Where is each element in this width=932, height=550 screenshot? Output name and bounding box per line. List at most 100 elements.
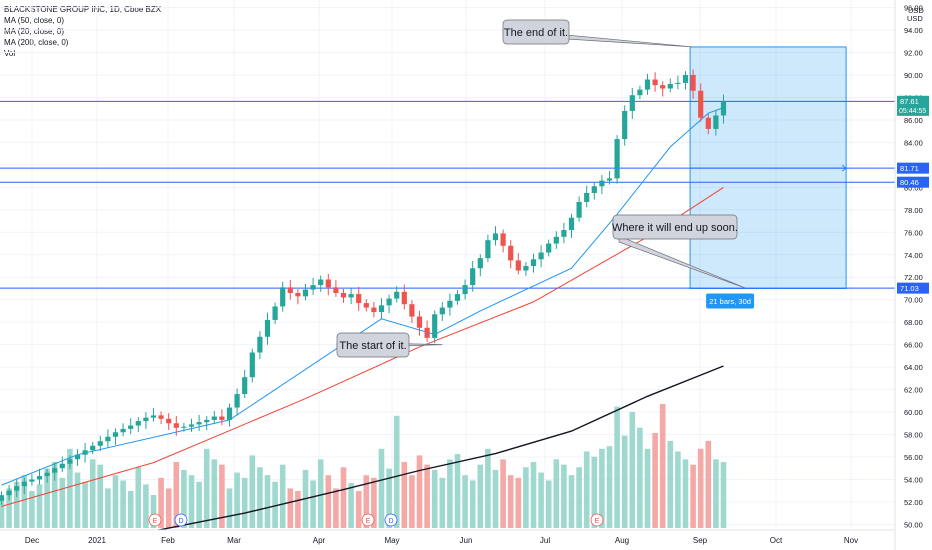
volume-bar: [127, 491, 134, 528]
candle-body: [302, 289, 309, 297]
candle-body: [82, 450, 88, 455]
candle-body: [128, 425, 134, 429]
candle-body: [424, 327, 430, 338]
volume-bar: [89, 459, 96, 528]
candle-body: [546, 243, 552, 253]
price-tick-label: 50.00: [904, 520, 923, 529]
candle-body: [523, 266, 529, 271]
candle-body: [614, 139, 620, 179]
volume-bar: [272, 481, 278, 528]
candle-body: [242, 377, 248, 395]
volume-bar: [29, 491, 35, 528]
candle-body: [409, 304, 415, 317]
volume-bar: [705, 440, 712, 528]
candle-body: [447, 300, 453, 308]
indicator-ma200[interactable]: MA (200, close, 0): [4, 38, 69, 47]
callout-text: The end of it.: [504, 27, 568, 39]
candle-body: [432, 314, 438, 338]
volume-bar: [74, 472, 81, 528]
indicator-ma50[interactable]: MA (50, close, 0): [4, 16, 65, 25]
volume-bar: [637, 427, 643, 528]
volume-bar: [67, 448, 73, 528]
volume-bar: [538, 472, 544, 528]
indicator-volume[interactable]: Vol: [4, 49, 16, 58]
price-tick-label: 54.00: [904, 475, 923, 484]
level-price-badge: [897, 176, 929, 188]
price-axis: 50.00 52.00 54.00 56.00 58.00 60.00 62.00 64.00…: [895, 0, 932, 550]
volume-bar: [568, 475, 575, 528]
candle-body: [158, 415, 164, 419]
callout-box: [612, 214, 738, 240]
volume-bar: [393, 415, 400, 528]
event-label: E: [366, 518, 371, 525]
indicator-ma20[interactable]: MA (20, close, 0): [4, 27, 65, 36]
volume-bar: [105, 488, 111, 528]
volume-bar: [317, 459, 324, 528]
volume-bar: [348, 483, 354, 528]
last-price-text: 87.61: [900, 97, 919, 106]
volume-bar: [507, 475, 514, 528]
candles: [0, 69, 727, 505]
currency-label-text: USD: [907, 14, 923, 23]
countdown-text: 05:44:55: [899, 108, 926, 115]
price-tick-label: 74.00: [904, 251, 923, 260]
volume-bar: [454, 454, 461, 528]
time-tick-label: Sep: [693, 536, 708, 545]
volume-bar: [561, 464, 567, 528]
price-tick-label: 58.00: [904, 431, 923, 440]
candle-body: [629, 95, 635, 111]
volume-bar: [36, 484, 43, 528]
event-label: D: [178, 518, 183, 525]
volume-bar: [165, 488, 172, 528]
price-tick-label: 84.00: [904, 138, 923, 147]
candle-body: [492, 233, 499, 241]
volume-bar: [386, 468, 392, 528]
volume-bar: [469, 480, 476, 528]
candle-body: [363, 303, 369, 308]
volume-bar: [211, 459, 218, 528]
time-axis-bg: [0, 530, 895, 550]
date-range-label: 21 bars, 30d: [709, 297, 751, 306]
candle-body: [508, 245, 514, 261]
volume-bar: [340, 467, 347, 528]
time-tick-label: 2021: [88, 536, 106, 545]
volume-bar: [667, 440, 674, 528]
candle-body: [249, 352, 255, 378]
candle-body: [67, 459, 73, 464]
candle-body: [36, 476, 43, 480]
candle-body: [394, 291, 400, 299]
candle-body: [348, 294, 354, 298]
candle-body: [637, 89, 643, 96]
volume-bar: [401, 462, 408, 528]
candle-body: [280, 287, 286, 307]
volume-bar: [690, 464, 696, 528]
volume-bar: [576, 467, 582, 528]
price-tick-label: 68.00: [904, 318, 923, 327]
price-tick-label: 96.00: [904, 4, 923, 13]
price-tick-label: 70.00: [904, 296, 923, 305]
price-axis-mask: [900, 14, 928, 23]
symbol-title[interactable]: BLACKSTONE GROUP INC, 1D, Cboe BZX: [4, 5, 162, 14]
time-tick-label: Dec: [25, 536, 39, 545]
level-price-badge: [897, 282, 929, 294]
candle-body: [166, 418, 172, 424]
candle-body: [561, 230, 567, 237]
candle-body: [530, 259, 537, 266]
dividend-icon: [174, 513, 188, 527]
candle-body: [454, 294, 461, 301]
candle-body: [204, 419, 210, 423]
volume-bar: [158, 477, 164, 528]
time-tick-label: Aug: [615, 536, 629, 545]
candle-body: [333, 287, 339, 293]
volume-bar: [447, 459, 453, 528]
volume-bar: [424, 464, 430, 528]
candle-body: [295, 292, 301, 297]
volume-bar: [652, 432, 658, 528]
volume-bar: [112, 475, 119, 528]
candle-body: [234, 394, 240, 408]
candle-body: [485, 240, 491, 259]
candle-body: [401, 291, 407, 305]
candle-body: [576, 201, 582, 218]
